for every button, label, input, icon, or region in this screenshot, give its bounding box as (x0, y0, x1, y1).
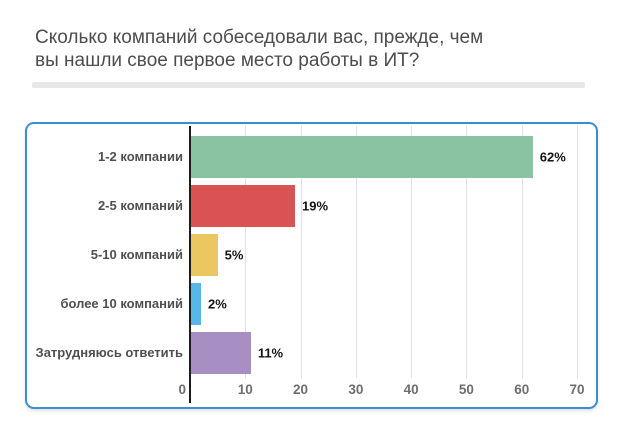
x-tick-label: 60 (514, 382, 530, 397)
chart-bar-row: Затрудняюсь ответить 11% (27, 328, 596, 377)
x-tick-label: 10 (237, 382, 253, 397)
page-title: Сколько компаний собеседовали вас, прежд… (35, 26, 595, 72)
value-label: 62% (539, 149, 566, 164)
x-tick-label: 20 (293, 382, 309, 397)
chart-bar-row: 1-2 компании 62% (27, 132, 596, 181)
x-tick-label: 30 (348, 382, 364, 397)
chart-card: 1-2 компании 62% 2-5 компаний 19% 5-10 компа… (25, 122, 598, 409)
gridline (577, 126, 578, 378)
zero-axis-line (189, 126, 191, 403)
page-title-line2: вы нашли свое первое место работы в ИТ? (35, 50, 420, 71)
value-label: 5% (224, 247, 244, 262)
bar-track: 19% (190, 184, 577, 227)
bar-3 (190, 233, 218, 276)
x-tick-label: 40 (403, 382, 419, 397)
value-label: 11% (257, 345, 284, 360)
bar-2 (190, 184, 296, 227)
bar-4 (190, 282, 202, 325)
bar-5 (190, 331, 251, 374)
x-tick-label: 70 (569, 382, 585, 397)
x-axis: 0 10 20 30 40 50 60 70 (178, 382, 584, 402)
value-label: 19% (302, 198, 329, 213)
gridline (300, 126, 302, 378)
gridline (355, 126, 357, 378)
bar-track: 62% (190, 135, 577, 178)
title-divider (32, 82, 585, 88)
category-label: 1-2 компании (97, 149, 183, 164)
category-label: 2-5 компаний (97, 198, 183, 213)
page-title-line1: Сколько компаний собеседовали вас, прежд… (35, 27, 484, 48)
bar-track: 2% (190, 282, 577, 325)
bar-track: 5% (190, 233, 577, 276)
chart-rows: 1-2 компании 62% 2-5 компаний 19% 5-10 компа… (27, 132, 596, 377)
category-label: более 10 компаний (60, 296, 183, 311)
gridline (466, 126, 468, 378)
bar-1 (190, 135, 533, 178)
category-label: Затрудняюсь ответить (35, 345, 183, 360)
gridline (245, 126, 247, 378)
chart-bar-row: более 10 компаний 2% (27, 279, 596, 328)
gridline (521, 126, 523, 378)
chart-bar-row: 5-10 компаний 5% (27, 230, 596, 279)
x-tick-label: 0 (178, 382, 186, 397)
x-tick-label: 50 (458, 382, 474, 397)
grid-layer (190, 126, 578, 378)
category-label: 5-10 компаний (90, 247, 183, 262)
bar-track: 11% (190, 331, 577, 374)
value-label: 2% (208, 296, 227, 311)
chart-bar-row: 2-5 компаний 19% (27, 181, 596, 230)
gridline (411, 126, 413, 378)
